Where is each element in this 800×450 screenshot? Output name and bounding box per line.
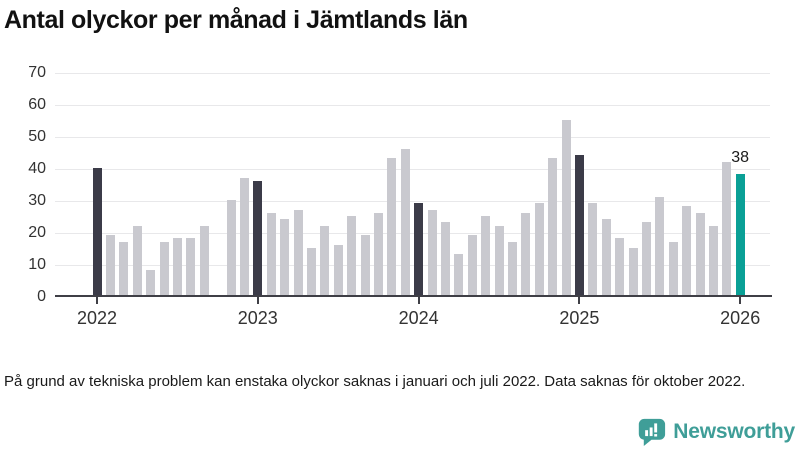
x-tick-label: 2022 [76,308,118,328]
bar-month [454,254,464,296]
gridline-y20 [55,233,770,234]
bar-month [253,180,263,296]
gridline-y70 [55,73,770,74]
latest-bar-value-label: 38 [731,149,750,167]
x-tick-label: 2024 [398,308,439,328]
x-axis-tick [417,297,420,304]
bar-month [186,238,196,296]
x-axis-tick [256,297,259,304]
newsworthy-logo-text: Newsworthy [673,420,795,443]
bar-month [708,225,718,296]
bar-chart-speech-bubble-icon [639,418,666,447]
bar-month [119,241,129,296]
y-tick-label: 50 [28,128,46,145]
bar-month [668,241,678,296]
y-tick-label: 10 [28,256,46,273]
x-axis-tick [578,297,581,304]
bar-month [561,120,571,296]
bar-month [146,270,156,296]
bar-month [735,174,745,296]
gridline-y40 [55,169,770,170]
gridline-y10 [55,265,770,266]
bar-month [132,225,142,296]
y-tick-label: 60 [28,96,46,113]
bar-month [427,209,437,296]
x-tick-label: 2025 [559,308,600,328]
bar-month [655,196,665,296]
bar-month [548,158,558,296]
bar-month [494,225,504,296]
y-tick-label: 40 [28,160,46,177]
gridline-y30 [55,201,770,202]
bar-month [574,155,584,296]
bar-month [239,177,249,296]
bar-month [507,241,517,296]
bar-month [105,235,115,296]
y-tick-label: 30 [28,192,46,209]
bar-month [615,238,625,296]
x-axis-tick [96,297,98,304]
bar-month [172,238,182,296]
bar-month [280,219,290,296]
bar-month [695,212,705,296]
bar-month [92,168,102,296]
plot-wrap: 0 10 20 30 40 50 60 70 2022 2023 2024 2025 2026 38 [0,64,800,334]
newsworthy-logo: Newsworthy [637,417,795,447]
bar-month [467,235,477,296]
bar-month [601,219,611,296]
bar-month [320,225,330,296]
bar-month [481,216,491,296]
bar-month [159,241,169,296]
bar-month [534,203,544,296]
bar-month [628,248,638,296]
bar-month [333,244,343,296]
plot-area: 2022 2023 2024 2025 2026 38 [55,64,772,328]
bar-month [400,148,410,296]
bar-month [641,222,651,296]
bar-month [414,203,424,296]
x-tick-label: 2026 [720,308,761,328]
bar-month [266,212,276,296]
y-tick-label: 0 [37,288,46,305]
bar-month [199,225,209,296]
y-tick-label: 70 [28,64,46,81]
x-axis-tick [739,297,742,304]
bar-month [521,212,531,296]
gridline-y50 [55,137,770,138]
bar-month [440,222,450,296]
bar-month [682,206,692,296]
bar-month [360,235,370,296]
page-title: Antal olyckor per månad i Jämtlands län [4,6,468,34]
bar-month [373,212,383,296]
y-tick-label: 20 [28,224,46,241]
footnote: På grund av tekniska problem kan enstaka… [4,373,746,390]
gridline-y60 [55,105,770,106]
x-tick-label: 2023 [237,308,278,328]
x-axis-line [55,295,772,297]
bar-month [293,209,303,296]
bar-month [306,248,316,296]
bar-month [387,158,397,296]
bar-month [722,161,732,296]
bar-month [347,216,357,296]
bar-month [226,200,236,296]
bar-month [588,203,598,296]
